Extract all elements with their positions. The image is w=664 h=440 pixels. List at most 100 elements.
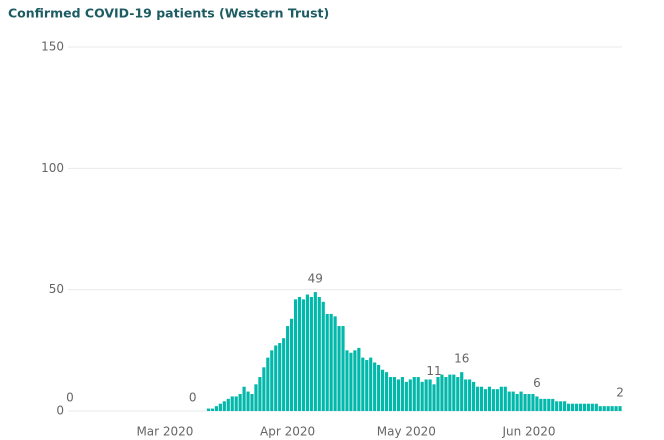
bar <box>412 377 416 411</box>
bar <box>301 299 306 411</box>
bar <box>448 374 452 411</box>
bar <box>270 350 274 411</box>
bar <box>218 403 222 411</box>
bar <box>598 406 602 411</box>
bar <box>230 396 234 411</box>
bar <box>606 406 610 411</box>
y-tick-label: 0 <box>56 404 64 418</box>
bar <box>444 377 448 411</box>
bar <box>519 391 523 411</box>
bar <box>539 398 543 411</box>
bar <box>377 364 381 411</box>
data-label: 11 <box>426 364 441 378</box>
bar <box>404 381 408 411</box>
bar <box>602 406 606 411</box>
bar <box>353 350 357 411</box>
bar <box>515 394 519 411</box>
bar <box>570 403 575 411</box>
bar <box>559 401 563 411</box>
bar <box>594 403 598 411</box>
bar <box>222 401 226 411</box>
bar <box>456 377 460 411</box>
bar <box>242 386 246 411</box>
bar <box>250 394 254 411</box>
bar <box>491 389 495 411</box>
bar <box>365 360 369 411</box>
data-label: 2 <box>616 386 624 400</box>
bar <box>563 401 567 411</box>
bar <box>495 389 499 411</box>
bar <box>325 313 329 411</box>
bar <box>507 391 511 411</box>
bar <box>274 345 278 411</box>
bar <box>388 377 393 411</box>
bar <box>286 326 290 411</box>
bar <box>341 326 345 411</box>
y-tick-label: 50 <box>49 282 64 296</box>
bar <box>258 377 262 411</box>
bar <box>468 379 472 411</box>
bar <box>499 386 503 411</box>
bar <box>578 403 583 411</box>
bar <box>475 386 480 411</box>
bar <box>428 379 432 411</box>
data-label: 0 <box>66 391 74 405</box>
bar <box>582 403 586 411</box>
bar <box>206 408 211 411</box>
bar <box>400 377 404 411</box>
bar <box>551 398 555 411</box>
bar <box>487 386 492 411</box>
data-label: 49 <box>308 272 323 286</box>
bar <box>333 316 337 411</box>
bar <box>282 338 286 411</box>
bar <box>289 318 294 411</box>
bar <box>329 313 333 411</box>
bar <box>238 394 242 411</box>
bar <box>317 296 321 411</box>
y-tick-label: 150 <box>41 40 64 54</box>
bar <box>357 347 361 411</box>
bar <box>369 357 373 411</box>
bar <box>586 403 590 411</box>
bar <box>424 379 428 411</box>
bar <box>246 391 250 411</box>
bar <box>543 398 547 411</box>
bar <box>511 391 515 411</box>
bar <box>313 292 317 411</box>
data-label: 6 <box>533 376 541 390</box>
bar <box>408 379 412 411</box>
bar <box>535 396 539 411</box>
bar <box>293 299 298 411</box>
bar <box>416 377 420 411</box>
bar <box>503 386 507 411</box>
bar <box>392 377 397 411</box>
bar <box>420 381 424 411</box>
bar <box>610 406 614 411</box>
bar <box>464 379 468 411</box>
bar <box>309 296 313 411</box>
bar <box>531 394 535 411</box>
bar <box>440 374 444 411</box>
x-tick-label: Mar 2020 <box>136 425 193 439</box>
x-tick-label: May 2020 <box>377 425 436 439</box>
data-label: 0 <box>189 391 197 405</box>
bar <box>618 406 622 411</box>
bar <box>555 401 559 411</box>
bar <box>214 406 218 411</box>
bar <box>396 379 401 411</box>
bar <box>337 326 341 411</box>
bar <box>547 398 551 411</box>
bar <box>266 357 270 411</box>
bar <box>523 394 527 411</box>
bar <box>349 352 353 411</box>
bar <box>614 406 618 411</box>
bar <box>384 372 389 411</box>
x-tick-label: Jun 2020 <box>501 425 555 439</box>
bar <box>527 394 531 411</box>
bar <box>373 362 377 411</box>
bar <box>361 357 365 411</box>
bar <box>381 369 385 411</box>
bar <box>321 301 325 411</box>
bar <box>297 296 302 411</box>
